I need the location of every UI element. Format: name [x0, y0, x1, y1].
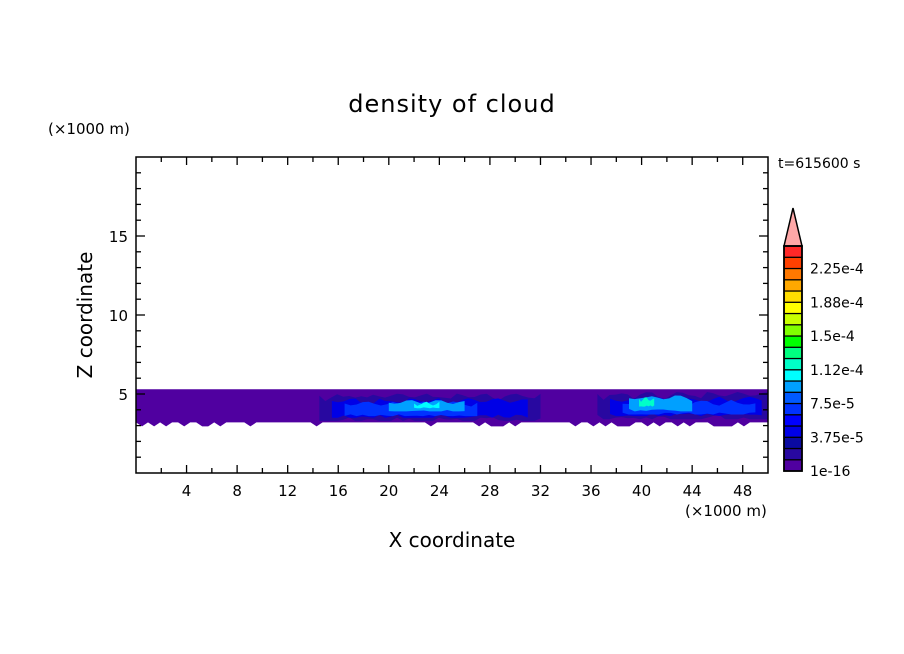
x-tick-label: 8	[232, 482, 242, 500]
colorbar-tick-label: 1.12e-4	[810, 363, 864, 379]
plot-frame	[135, 156, 769, 474]
colorbar-bin	[783, 335, 803, 348]
x-tick-label: 24	[430, 482, 449, 500]
contour-region	[414, 401, 440, 409]
colorbar-bin	[783, 245, 803, 258]
colorbar-bin	[783, 436, 803, 450]
colorbar-bin	[783, 402, 803, 416]
time-label: t=615600 s	[778, 156, 860, 172]
y-tick-label: 15	[109, 228, 128, 246]
x-tick-label: 48	[733, 482, 752, 500]
colorbar-bin	[783, 447, 803, 461]
y-unit-label: (×1000 m)	[48, 120, 130, 138]
colorbar-bin	[783, 459, 803, 472]
colorbar-bin	[783, 414, 803, 427]
colorbar-bin	[783, 346, 803, 360]
colorbar-bin	[783, 324, 803, 337]
colorbar-bin	[783, 391, 803, 405]
colorbar-tick-label: 2.25e-4	[810, 262, 864, 278]
x-tick-label: 36	[581, 482, 600, 500]
x-tick-label: 44	[683, 482, 702, 500]
x-tick-label: 4	[182, 482, 192, 500]
y-axis-label: Z coordinate	[73, 252, 97, 379]
colorbar-tick-label: 1.88e-4	[810, 295, 864, 311]
colorbar-bin	[783, 357, 803, 371]
colorbar-tick-label: 7.5e-5	[810, 397, 855, 413]
y-tick-label: 10	[109, 307, 128, 325]
colorbar-overflow-triangle	[783, 207, 803, 247]
colorbar-tick-label: 3.75e-5	[810, 430, 864, 446]
colorbar-bin	[783, 256, 803, 270]
x-tick-label: 20	[379, 482, 398, 500]
contour-region	[639, 397, 655, 407]
colorbar-frame	[783, 245, 803, 472]
colorbar-bin	[783, 279, 803, 292]
x-unit-label: (×1000 m)	[685, 502, 767, 520]
x-tick-label: 32	[531, 482, 550, 500]
x-tick-label: 40	[632, 482, 651, 500]
colorbar-bin	[783, 267, 803, 281]
colorbar-tick-label: 1e-16	[810, 464, 850, 480]
colorbar-bin	[783, 290, 803, 303]
contour-field	[136, 389, 768, 427]
x-axis-label: X coordinate	[389, 528, 516, 552]
colorbar-bin	[783, 369, 803, 382]
colorbar-bin	[783, 312, 803, 326]
colorbar-tick-label: 1.5e-4	[810, 329, 855, 345]
y-tick-label: 5	[118, 386, 128, 404]
colorbar-bin	[783, 425, 803, 438]
chart-title: density of cloud	[348, 90, 555, 118]
colorbar-bin	[783, 380, 803, 393]
x-tick-label: 12	[278, 482, 297, 500]
colorbar: 1e-16 3.75e-5 7.5e-5 1.12e-4 1.5e-4 1.88e-4 2.…	[783, 207, 864, 480]
colorbar-bin	[783, 301, 803, 315]
x-tick-label: 28	[480, 482, 499, 500]
x-tick-label: 16	[329, 482, 348, 500]
